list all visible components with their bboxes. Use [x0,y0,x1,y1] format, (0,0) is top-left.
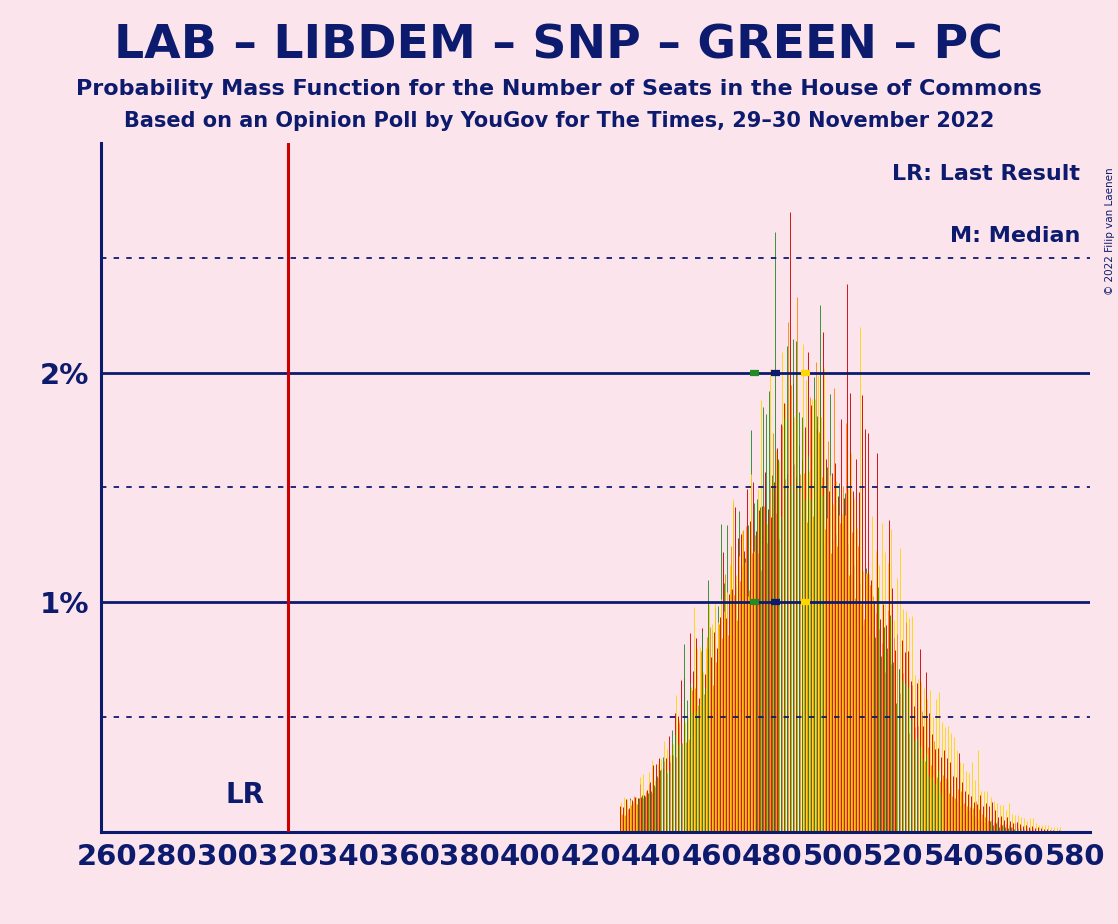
Text: LR: LR [225,781,264,808]
Text: © 2022 Filip van Laenen: © 2022 Filip van Laenen [1106,167,1115,295]
Text: Probability Mass Function for the Number of Seats in the House of Commons: Probability Mass Function for the Number… [76,79,1042,99]
Text: M: Median: M: Median [950,225,1080,246]
Text: LAB – LIBDEM – SNP – GREEN – PC: LAB – LIBDEM – SNP – GREEN – PC [114,23,1004,68]
Text: Based on an Opinion Poll by YouGov for The Times, 29–30 November 2022: Based on an Opinion Poll by YouGov for T… [124,111,994,131]
Text: LR: Last Result: LR: Last Result [892,164,1080,184]
